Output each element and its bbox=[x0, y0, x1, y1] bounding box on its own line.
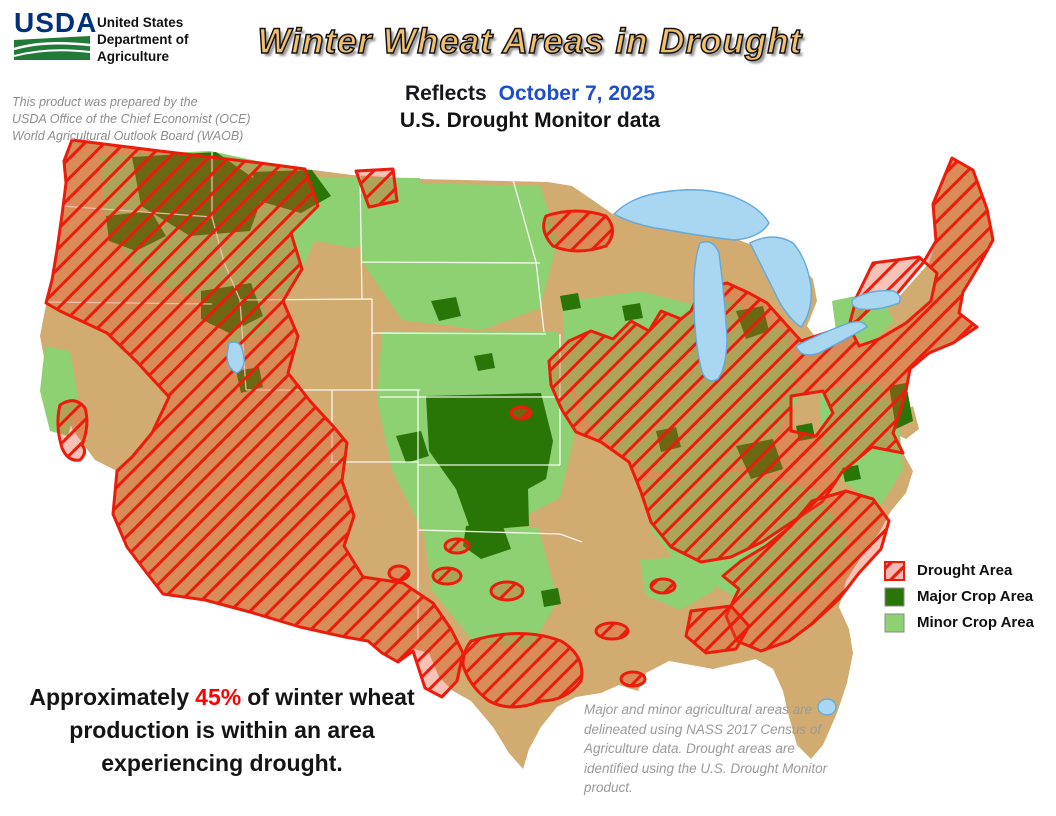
agency-line: Department of bbox=[97, 32, 189, 47]
drought-spot bbox=[509, 405, 533, 421]
major-crop-region bbox=[622, 303, 643, 321]
minor-crop-swatch-icon bbox=[884, 613, 905, 632]
drought-spot bbox=[443, 537, 471, 555]
subtitle-source: U.S. Drought Monitor data bbox=[399, 109, 661, 132]
subtitle-prefix: Reflects bbox=[404, 82, 487, 105]
major-crop-region bbox=[560, 293, 581, 311]
major-crop-region bbox=[426, 393, 553, 531]
stat-suffix: of winter wheat bbox=[247, 684, 415, 710]
drought-area-swatch-icon bbox=[884, 560, 905, 581]
major-crop-region bbox=[431, 297, 461, 321]
drought-region-north-dakota bbox=[354, 167, 399, 209]
legend-row-minor-crop: Minor Crop Area bbox=[884, 612, 1034, 633]
lake-erie bbox=[795, 320, 868, 356]
drought-region-sierra bbox=[56, 399, 89, 462]
drought-region-midwest-northeast bbox=[547, 156, 995, 564]
footnote-line: Major and minor agricultural areas are bbox=[584, 702, 813, 717]
lake-okeechobee bbox=[817, 698, 837, 716]
drought-region-florida-panhandle bbox=[684, 604, 751, 655]
major-crop-region bbox=[463, 521, 511, 559]
footnote-line: product. bbox=[584, 780, 633, 795]
footnote-line: Agriculture data. Drought areas are bbox=[584, 741, 795, 756]
prepared-by-note: This product was prepared by the USDA Of… bbox=[12, 94, 251, 145]
stat-prefix: Approximately bbox=[29, 684, 190, 710]
subtitle-date: October 7, 2025 bbox=[498, 82, 656, 105]
legend-label: Major Crop Area bbox=[917, 588, 1034, 605]
lake-superior bbox=[612, 189, 770, 241]
lake-michigan bbox=[693, 241, 728, 382]
minor-crop-region bbox=[640, 555, 715, 610]
drought-region-south-texas bbox=[461, 632, 584, 709]
methodology-footnote: Major and minor agricultural areas are d… bbox=[584, 700, 884, 798]
subtitle-reflects: Reflects October 7, 2025 bbox=[150, 82, 910, 106]
legend-label: Minor Crop Area bbox=[917, 614, 1034, 631]
drought-areas bbox=[44, 138, 995, 709]
stat-percentage: 45% bbox=[195, 684, 242, 710]
drought-statistic: Approximately 45% of winter wheat producti… bbox=[6, 681, 438, 780]
lake-ontario bbox=[851, 289, 901, 311]
usda-logo: USDA bbox=[13, 7, 98, 65]
drought-region-minnesota bbox=[542, 209, 614, 253]
agency-line: Agriculture bbox=[97, 49, 170, 64]
map-legend: Drought Area Major Crop Area Minor Crop … bbox=[884, 560, 1034, 638]
agency-line: United States bbox=[97, 15, 184, 30]
legend-row-drought: Drought Area bbox=[884, 560, 1034, 581]
major-crop-region bbox=[396, 431, 429, 463]
page-title: Winter Wheat Areas in Drought bbox=[257, 21, 803, 62]
stat-line2: production is within an area bbox=[69, 717, 375, 743]
prepared-by-line: USDA Office of the Chief Economist (OCE) bbox=[12, 112, 251, 126]
lake-huron bbox=[749, 236, 812, 328]
usda-logo-text: USDA bbox=[14, 7, 98, 38]
stat-line3: experiencing drought. bbox=[101, 750, 343, 776]
prepared-by-line: This product was prepared by the bbox=[12, 95, 198, 109]
drought-spot bbox=[619, 670, 647, 688]
legend-row-major-crop: Major Crop Area bbox=[884, 586, 1034, 607]
great-salt-lake bbox=[226, 341, 245, 374]
footnote-line: delineated using NASS 2017 Census of bbox=[584, 721, 822, 737]
drought-spot bbox=[387, 564, 411, 582]
major-crop-swatch-icon bbox=[884, 587, 905, 606]
drought-spot bbox=[431, 566, 463, 586]
legend-label: Drought Area bbox=[917, 562, 1013, 579]
major-crop-region bbox=[474, 353, 495, 371]
minor-crop-region bbox=[362, 182, 558, 330]
drought-region-west bbox=[44, 138, 465, 699]
drought-spot bbox=[649, 577, 677, 595]
usda-logo-field-icon bbox=[13, 36, 91, 60]
agency-name: United States Department of Agriculture bbox=[97, 14, 189, 65]
drought-spot bbox=[594, 621, 630, 641]
drought-region-southeast bbox=[721, 489, 891, 653]
major-crop-region bbox=[541, 588, 561, 607]
footnote-line: identified using the U.S. Drought Monito… bbox=[584, 760, 828, 776]
prepared-by-line: World Agricultural Outlook Board (WAOB) bbox=[12, 129, 244, 143]
drought-spot bbox=[489, 580, 525, 602]
lakes bbox=[226, 189, 901, 716]
